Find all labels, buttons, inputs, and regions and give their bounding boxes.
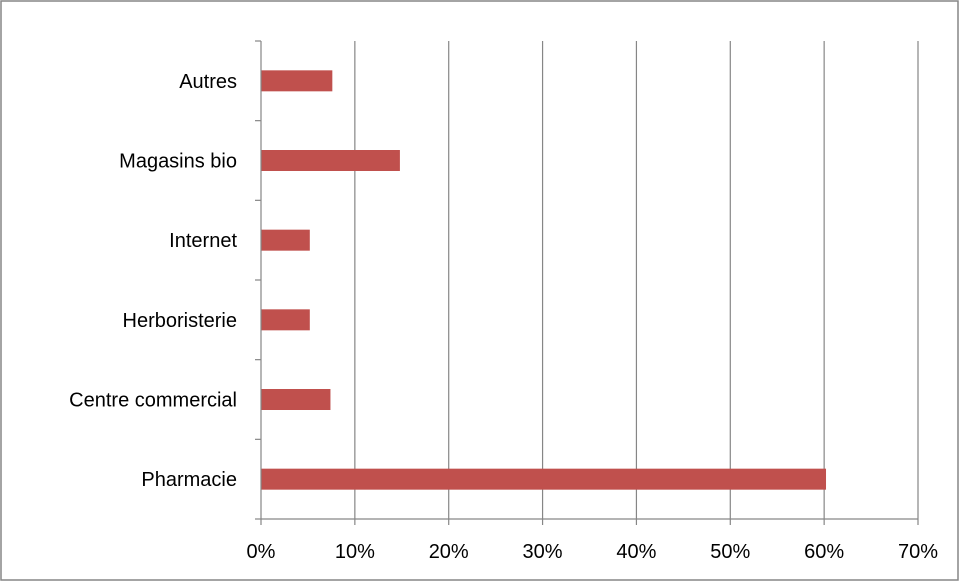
x-tick-label: 20% [429,541,469,563]
y-category-labels: Pharmacie Centre commercial Herboristerie I… [69,71,237,491]
category-label: Internet [169,230,237,252]
category-label: Autres [179,71,237,93]
x-tick-label: 70% [898,541,938,563]
x-tick-label: 40% [616,541,656,563]
category-label: Herboristerie [123,310,237,332]
x-tick-labels: 0% 10% 20% 30% 40% 50% 60% 70% [247,541,939,563]
category-label: Pharmacie [141,469,237,491]
bars [261,70,827,490]
x-tick-label: 10% [335,541,375,563]
category-label: Centre commercial [69,390,237,412]
bar [261,229,310,251]
bar [261,70,333,92]
bar [261,389,331,410]
category-label: Magasins bio [119,151,237,173]
x-tick-label: 0% [247,541,276,563]
x-tick-label: 50% [710,541,750,563]
x-tick-label: 60% [804,541,844,563]
x-tick-label: 30% [523,541,563,563]
axes [255,40,919,525]
gridlines [354,41,919,519]
bar [261,150,400,171]
bar [261,468,827,490]
bar [261,309,310,331]
